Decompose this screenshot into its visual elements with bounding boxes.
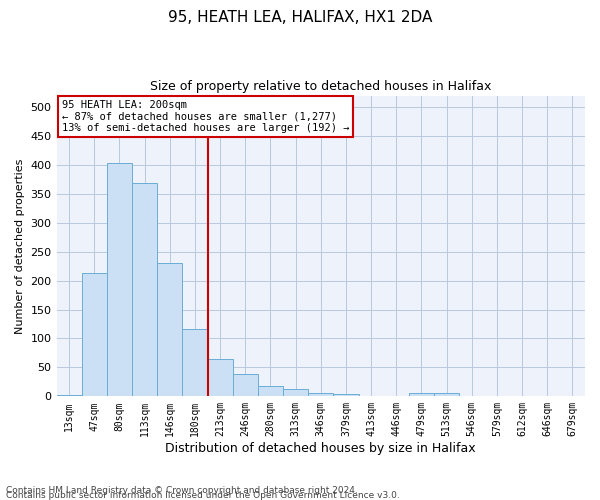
Y-axis label: Number of detached properties: Number of detached properties: [15, 158, 25, 334]
X-axis label: Distribution of detached houses by size in Halifax: Distribution of detached houses by size …: [166, 442, 476, 455]
Text: 95, HEATH LEA, HALIFAX, HX1 2DA: 95, HEATH LEA, HALIFAX, HX1 2DA: [168, 10, 432, 25]
Bar: [132, 184, 157, 396]
Bar: [182, 328, 208, 396]
Bar: [409, 394, 434, 396]
Bar: [258, 386, 283, 396]
Text: Contains HM Land Registry data © Crown copyright and database right 2024.: Contains HM Land Registry data © Crown c…: [6, 486, 358, 495]
Bar: [308, 394, 334, 396]
Bar: [82, 272, 107, 396]
Bar: [334, 394, 359, 396]
Bar: [157, 264, 182, 396]
Bar: [107, 162, 132, 396]
Bar: [208, 360, 233, 397]
Text: 95 HEATH LEA: 200sqm
← 87% of detached houses are smaller (1,277)
13% of semi-de: 95 HEATH LEA: 200sqm ← 87% of detached h…: [62, 100, 349, 134]
Title: Size of property relative to detached houses in Halifax: Size of property relative to detached ho…: [150, 80, 491, 93]
Bar: [283, 389, 308, 396]
Text: Contains public sector information licensed under the Open Government Licence v3: Contains public sector information licen…: [6, 491, 400, 500]
Bar: [434, 393, 459, 396]
Bar: [233, 374, 258, 396]
Bar: [56, 394, 82, 396]
